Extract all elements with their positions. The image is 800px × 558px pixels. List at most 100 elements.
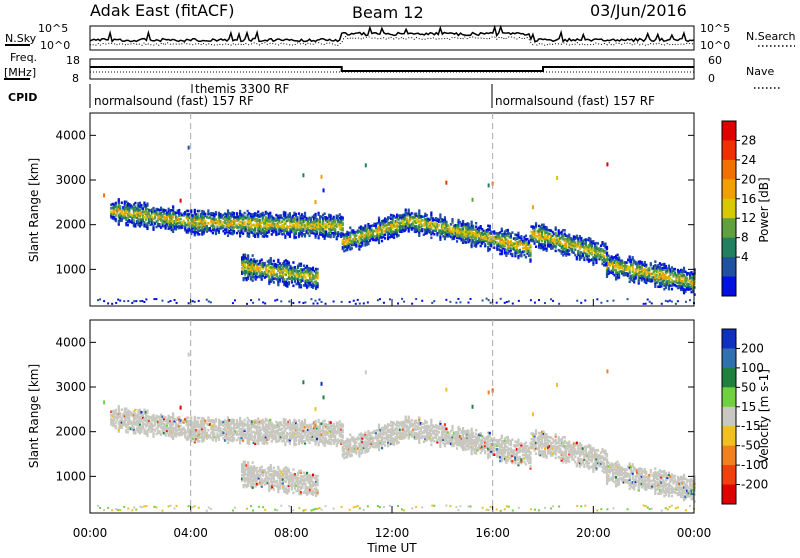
power-cell <box>103 300 105 302</box>
power-cell <box>480 225 482 228</box>
power-cell <box>445 299 447 301</box>
power-cell <box>592 240 594 243</box>
velocity-cell <box>257 417 259 420</box>
power-cell <box>292 261 294 264</box>
power-cell <box>439 213 441 216</box>
power-cell <box>520 235 522 238</box>
power-cell <box>333 300 335 302</box>
power-cell <box>317 271 319 274</box>
velocity-cell <box>143 428 145 431</box>
velocity-cell <box>172 412 174 415</box>
power-cell <box>172 205 174 208</box>
velocity-cell <box>289 419 291 422</box>
power-cell <box>584 299 586 301</box>
power-cell <box>304 301 306 303</box>
power-cell <box>168 301 170 303</box>
power-cell <box>197 213 199 216</box>
power-cell <box>457 298 459 300</box>
power-cell <box>438 224 440 227</box>
power-cell <box>146 202 148 205</box>
power-cell <box>292 302 294 304</box>
power-cell <box>542 223 544 226</box>
velocity-cell <box>118 405 120 408</box>
power-cell <box>342 216 344 219</box>
velocity-cell <box>259 426 261 429</box>
velocity-cell <box>207 429 209 432</box>
power-cell <box>525 234 527 237</box>
power-cell <box>204 220 206 223</box>
power-cell <box>465 241 467 244</box>
power-cell <box>415 212 417 215</box>
power-cell <box>207 222 209 225</box>
power-cell <box>535 245 537 248</box>
power-cell <box>198 210 200 213</box>
power-cell <box>643 303 645 305</box>
power-cell <box>285 274 287 277</box>
power-cell <box>342 222 344 225</box>
power-cell <box>384 233 386 236</box>
velocity-cell <box>180 425 182 428</box>
power-cell <box>273 260 275 263</box>
nsky-series <box>90 27 694 42</box>
power-cell <box>415 298 417 300</box>
power-cell <box>525 256 527 259</box>
power-cell <box>341 301 343 303</box>
power-panel-frame <box>90 113 694 306</box>
velocity-cell <box>275 435 277 438</box>
power-cell <box>281 220 283 223</box>
power-cell <box>367 301 369 303</box>
power-cell <box>234 299 236 301</box>
power-cell <box>298 301 300 303</box>
power-cell <box>606 252 608 255</box>
power-cell <box>283 278 285 281</box>
power-cell <box>178 209 180 212</box>
power-cell <box>604 243 606 246</box>
power-cell <box>257 210 259 213</box>
power-cell <box>616 254 618 257</box>
power-cell <box>273 281 275 284</box>
power-cell <box>618 256 620 259</box>
velocity-cell <box>115 421 117 424</box>
power-cell <box>674 271 676 274</box>
power-cell <box>475 222 477 225</box>
power-cell <box>198 233 200 236</box>
power-cell <box>650 262 652 265</box>
power-cell <box>511 253 513 256</box>
velocity-cell <box>219 427 221 430</box>
freq-tick-bottom: 8 <box>72 72 79 85</box>
power-cell <box>654 260 656 263</box>
power-cell <box>564 229 566 232</box>
power-cell <box>472 225 474 228</box>
power-cell <box>606 162 608 166</box>
power-cell <box>289 212 291 215</box>
power-cell <box>183 219 185 222</box>
power-cell <box>449 301 451 303</box>
velocity-cell <box>198 417 200 420</box>
power-cell <box>208 300 210 302</box>
power-cell <box>194 209 196 212</box>
power-cell <box>501 228 503 231</box>
power-cell <box>324 212 326 215</box>
power-cell <box>274 300 276 302</box>
colorbar-tick-label: 28 <box>741 133 756 147</box>
power-cell <box>152 207 154 210</box>
power-cell <box>256 260 258 263</box>
power-cell <box>468 223 470 226</box>
power-cell <box>534 302 536 304</box>
power-cell <box>511 231 513 234</box>
power-cell <box>558 303 560 305</box>
power-cell <box>215 211 217 214</box>
power-cell <box>470 298 472 300</box>
power-cell <box>532 205 534 209</box>
power-cell <box>111 303 113 305</box>
power-cell <box>264 302 266 304</box>
nsky-label: N.Sky <box>5 32 37 45</box>
velocity-cell <box>260 432 262 435</box>
power-cell <box>552 300 554 302</box>
power-cell <box>669 300 671 302</box>
power-cell <box>359 303 361 305</box>
freq-panel-frame <box>90 59 694 79</box>
power-cell <box>127 300 129 302</box>
power-cell <box>119 300 121 302</box>
